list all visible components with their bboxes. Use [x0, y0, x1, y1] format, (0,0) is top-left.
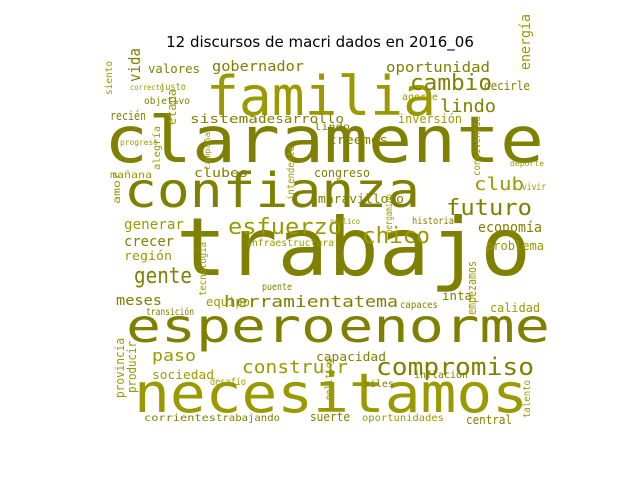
word-suerte: suerte — [310, 410, 350, 424]
word-etapa: etapa — [165, 89, 179, 125]
word-crecer: crecer — [124, 234, 174, 250]
word-decirle: decirle — [484, 79, 530, 93]
word-capaces: capaces — [400, 300, 438, 311]
word-necesitamos: necesitamos — [134, 362, 528, 425]
word-convivencia: convivencia — [472, 116, 483, 176]
word-generar: generar — [124, 217, 184, 233]
word-tema: tema — [354, 292, 398, 311]
word-energia: energía — [518, 14, 534, 70]
word-enorme: enorme — [338, 299, 550, 353]
word-construir: construir — [242, 357, 348, 378]
word-sociedad: sociedad — [152, 368, 214, 382]
cloud-title: 12 discursos de macri dados en 2016_06 — [166, 33, 474, 51]
word-puente: puente — [262, 282, 292, 293]
word-talento: talento — [522, 380, 533, 418]
word-trabajando: trabajando — [216, 413, 280, 424]
word-manana: mañana — [110, 170, 152, 181]
word-agorie: agorie — [402, 92, 438, 103]
word-confianza: confianza — [124, 163, 420, 219]
word-provincia: provincia — [113, 338, 127, 398]
word-chico: chico — [362, 224, 430, 249]
word-tecnologia: tecnología — [197, 242, 209, 296]
word-maravilloso: maravilloso — [318, 192, 404, 206]
word-gobernador: gobernador — [212, 59, 304, 75]
word-club: club — [474, 174, 524, 195]
word-correcto: correcto — [130, 83, 164, 92]
word-lindo: lindo — [314, 122, 350, 133]
word-trabajo: trabajo — [176, 201, 531, 294]
word-familia: familia — [206, 65, 436, 128]
word-congreso: congreso — [314, 166, 370, 180]
word-corrientes: corrientes — [144, 413, 216, 424]
word-economia: economía — [478, 220, 542, 236]
word-progreso: progreso — [120, 138, 158, 147]
word-vivir: vivir — [522, 182, 546, 193]
word-creemos: creemos — [328, 133, 388, 147]
word-inversion: inversión — [398, 112, 462, 126]
word-espero: espero — [126, 299, 336, 353]
word-siento: siento — [104, 61, 115, 95]
word-paso: paso — [152, 346, 196, 365]
word-justo: justo — [160, 82, 186, 93]
word-clubes: clubes — [194, 166, 248, 180]
word-vida: vida — [125, 48, 144, 82]
word-compromiso: compromiso — [376, 353, 534, 381]
word-region: región — [124, 249, 172, 263]
word-inta: inta — [442, 289, 472, 303]
word-pergamino: pergamino — [384, 194, 395, 234]
word-oportunidades: oportunidades — [362, 413, 444, 424]
word-campana: campaña — [203, 132, 212, 170]
word-valores: valores — [148, 62, 200, 76]
word-historia: historia — [412, 216, 454, 227]
word-sistema: sistema — [190, 112, 258, 126]
word-lindo: lindo — [440, 96, 496, 117]
word-intendente: intendente — [286, 146, 297, 200]
word-desarrollo: desarrollo — [258, 112, 344, 126]
word-amor: amor — [112, 172, 123, 204]
word-equipo: equipo — [206, 295, 250, 309]
word-empezamos: empezamos — [465, 261, 479, 315]
word-alegria: alegría — [151, 126, 163, 170]
word-producir: producir — [125, 341, 139, 393]
word-meses: meses — [116, 293, 162, 309]
word-esfuerzo: esfuerzo — [228, 215, 342, 240]
word-deporte: deporte — [510, 159, 544, 168]
word-central: central — [466, 413, 512, 427]
word-oportunidad: oportunidad — [386, 60, 490, 76]
word-publico: público — [330, 217, 360, 226]
word-objetivo: objetivo — [144, 96, 190, 107]
word-politico: político — [323, 358, 335, 400]
word-claramente: claramente — [104, 104, 544, 178]
word-problema: problema — [486, 239, 544, 253]
word-capacidad: capacidad — [316, 350, 386, 364]
word-herramienta: herramienta — [224, 292, 354, 311]
word-cambio: cambio — [410, 71, 492, 96]
word-futuro: futuro — [446, 196, 532, 221]
word-gente: gente — [134, 264, 192, 289]
word-calidad: calidad — [490, 301, 540, 315]
word-transicion: transición — [146, 306, 194, 318]
word-inflacion: inflación — [414, 369, 468, 381]
word-recien: recién — [110, 109, 146, 123]
word-miles: miles — [364, 379, 394, 390]
word-infraestructura: infraestructura — [246, 238, 334, 249]
word-desafio: desafío — [210, 376, 246, 388]
